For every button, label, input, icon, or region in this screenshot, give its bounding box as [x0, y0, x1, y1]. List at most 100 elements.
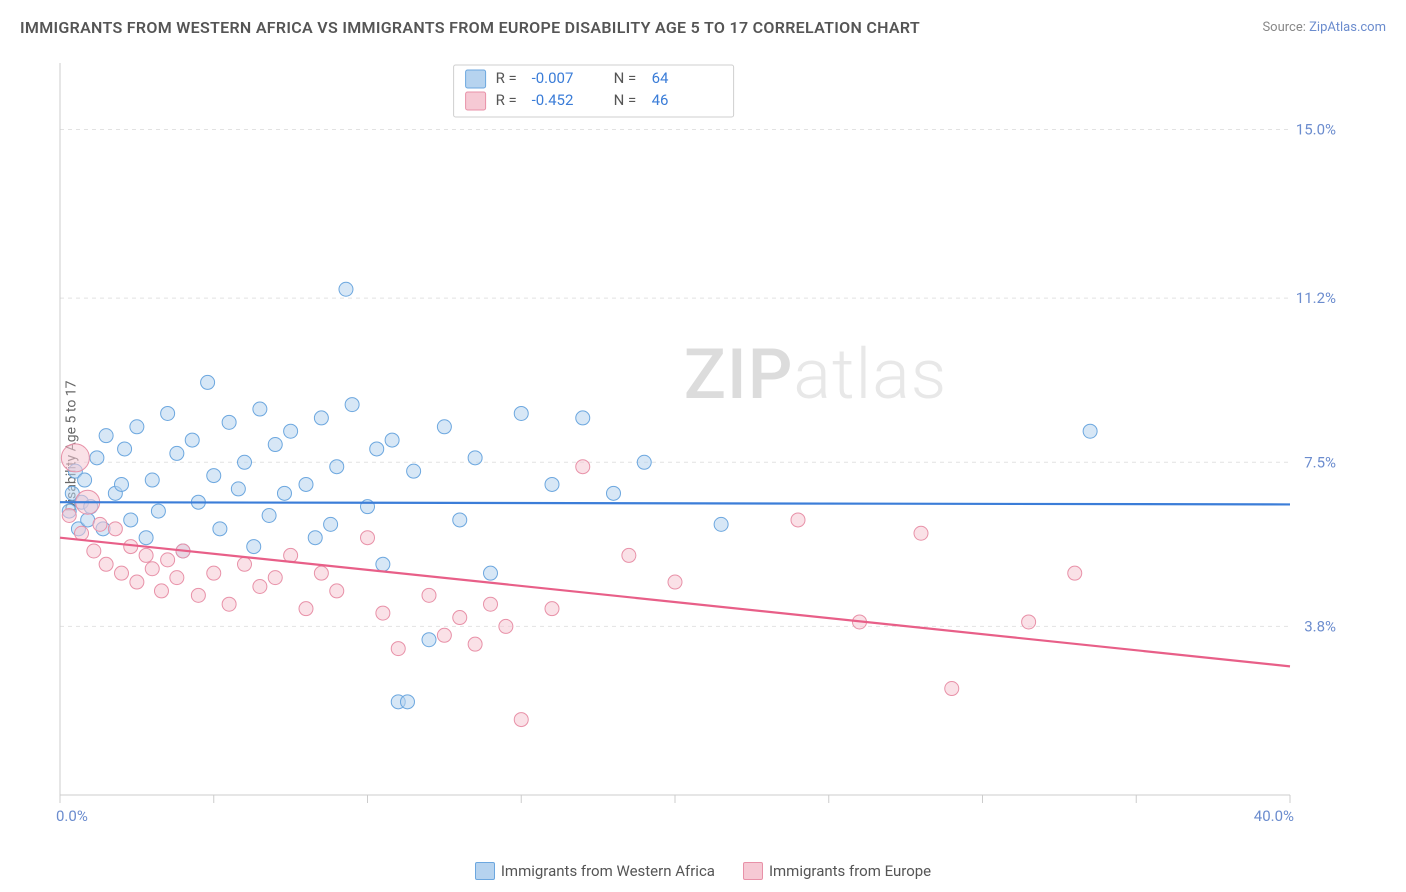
- marker: [268, 438, 282, 452]
- marker: [87, 544, 101, 558]
- marker: [108, 522, 122, 536]
- regression-line-wafrica: [60, 502, 1290, 504]
- marker: [222, 415, 236, 429]
- stats-r-value: -0.452: [532, 91, 574, 109]
- marker: [1083, 424, 1097, 438]
- marker: [75, 526, 89, 540]
- stats-n-value: 46: [652, 91, 669, 109]
- marker: [484, 597, 498, 611]
- marker: [90, 451, 104, 465]
- source-attribution: Source: ZipAtlas.com: [1262, 20, 1386, 35]
- marker: [391, 642, 405, 656]
- marker: [118, 442, 132, 456]
- chart-title: IMMIGRANTS FROM WESTERN AFRICA VS IMMIGR…: [20, 18, 920, 37]
- stats-r-label: R =: [496, 91, 517, 109]
- scatter-plot: 3.8%7.5%11.2%15.0%0.0%40.0%R =-0.007N =6…: [50, 55, 1360, 845]
- marker: [213, 522, 227, 536]
- marker: [400, 695, 414, 709]
- legend-swatch: [475, 862, 495, 880]
- marker: [154, 584, 168, 598]
- stats-n-value: 64: [652, 69, 669, 87]
- y-tick-label: 15.0%: [1296, 121, 1336, 139]
- marker: [145, 473, 159, 487]
- marker: [945, 682, 959, 696]
- marker: [468, 451, 482, 465]
- marker: [714, 517, 728, 531]
- marker: [437, 628, 451, 642]
- marker: [514, 713, 528, 727]
- marker: [453, 513, 467, 527]
- marker: [62, 509, 76, 523]
- marker: [791, 513, 805, 527]
- legend-item-wafrica: Immigrants from Western Africa: [475, 862, 715, 880]
- y-tick-label: 11.2%: [1296, 289, 1336, 307]
- marker: [314, 411, 328, 425]
- marker: [437, 420, 451, 434]
- marker: [376, 606, 390, 620]
- marker: [422, 633, 436, 647]
- marker: [139, 548, 153, 562]
- marker: [253, 402, 267, 416]
- legend-label: Immigrants from Western Africa: [501, 862, 715, 880]
- marker: [468, 637, 482, 651]
- marker: [151, 504, 165, 518]
- marker: [385, 433, 399, 447]
- marker: [1022, 615, 1036, 629]
- marker: [139, 531, 153, 545]
- marker: [299, 477, 313, 491]
- marker: [622, 548, 636, 562]
- marker: [299, 602, 313, 616]
- marker: [238, 455, 252, 469]
- marker: [453, 611, 467, 625]
- x-tick-label: 40.0%: [1254, 807, 1294, 825]
- marker: [262, 509, 276, 523]
- marker: [201, 375, 215, 389]
- stats-r-value: -0.007: [532, 69, 574, 87]
- marker: [161, 553, 175, 567]
- marker: [407, 464, 421, 478]
- regression-line-europe: [60, 538, 1290, 667]
- marker: [361, 531, 375, 545]
- stats-n-label: N =: [614, 91, 637, 109]
- marker: [170, 446, 184, 460]
- series-europe: [61, 444, 1081, 727]
- marker: [78, 473, 92, 487]
- marker: [914, 526, 928, 540]
- marker: [545, 602, 559, 616]
- bottom-legend: Immigrants from Western Africa Immigrants…: [0, 862, 1406, 884]
- marker: [170, 571, 184, 585]
- y-tick-label: 7.5%: [1304, 453, 1336, 471]
- marker: [191, 588, 205, 602]
- series-wafrica: [62, 282, 1097, 709]
- marker: [370, 442, 384, 456]
- marker: [1068, 566, 1082, 580]
- marker: [284, 424, 298, 438]
- marker: [576, 460, 590, 474]
- marker: [637, 455, 651, 469]
- y-tick-label: 3.8%: [1304, 617, 1336, 635]
- marker: [607, 486, 621, 500]
- stats-n-label: N =: [614, 69, 637, 87]
- marker: [99, 557, 113, 571]
- marker: [668, 575, 682, 589]
- marker: [207, 566, 221, 580]
- source-value: ZipAtlas.com: [1309, 20, 1386, 35]
- marker: [253, 579, 267, 593]
- marker: [247, 540, 261, 554]
- marker: [238, 557, 252, 571]
- marker: [115, 566, 129, 580]
- marker: [124, 513, 138, 527]
- legend-item-europe: Immigrants from Europe: [743, 862, 931, 880]
- legend-label: Immigrants from Europe: [769, 862, 931, 880]
- marker: [422, 588, 436, 602]
- marker: [376, 557, 390, 571]
- marker: [222, 597, 236, 611]
- marker: [576, 411, 590, 425]
- marker: [308, 531, 322, 545]
- marker: [499, 619, 513, 633]
- marker: [345, 398, 359, 412]
- marker: [484, 566, 498, 580]
- marker: [277, 486, 291, 500]
- marker: [207, 469, 221, 483]
- marker: [145, 562, 159, 576]
